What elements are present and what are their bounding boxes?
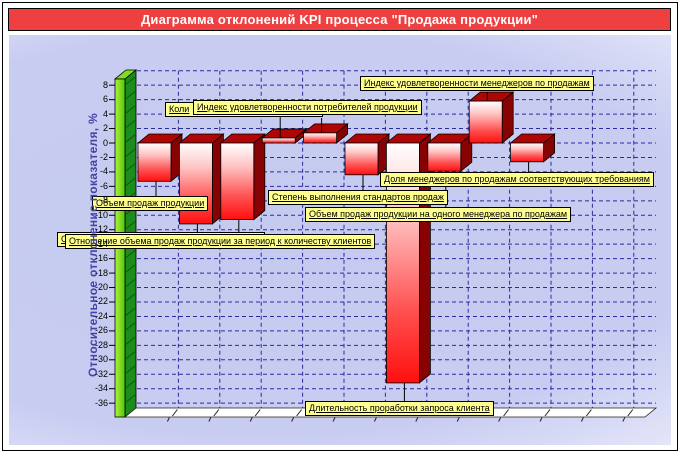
- kpi-bar[interactable]: [303, 132, 338, 144]
- x-axis-tick: [622, 417, 626, 422]
- kpi-bar[interactable]: [137, 142, 172, 182]
- kpi-callout[interactable]: Объем продаж продукции на одного менедже…: [305, 207, 572, 222]
- kpi-bar[interactable]: [427, 142, 462, 172]
- kpi-bar[interactable]: [261, 137, 296, 144]
- y-tick-label: -30: [94, 354, 108, 365]
- y-tick-label: -6: [99, 180, 108, 191]
- wall-hatch: [125, 264, 136, 273]
- kpi-bar[interactable]: [468, 100, 503, 144]
- wall-hatch: [125, 336, 136, 345]
- floor-tick: [586, 409, 592, 417]
- x-axis-tick: [498, 417, 502, 422]
- wall-hatch: [125, 105, 136, 114]
- kpi-callout[interactable]: Доля менеджеров по продажам соответствую…: [380, 172, 654, 187]
- kpi-callout[interactable]: Индекс удовлетворенности потребителей пр…: [193, 100, 422, 115]
- y-tick-label: -20: [94, 282, 108, 293]
- y-tick-label: -4: [99, 166, 108, 177]
- x-axis-tick: [332, 417, 336, 422]
- wall-hatch: [125, 250, 136, 259]
- wall-hatch: [125, 351, 136, 360]
- y-tick-label: 4: [102, 108, 108, 119]
- y-tick-label: 2: [102, 123, 108, 134]
- y-tick-label: -32: [94, 368, 108, 379]
- floor-tick: [544, 409, 551, 417]
- wall-hatch: [125, 134, 136, 143]
- wall-hatch: [125, 91, 136, 100]
- wall-hatch: [125, 380, 136, 389]
- floor-tick: [172, 409, 178, 417]
- wall-hatch: [125, 119, 136, 128]
- y-tick-label: -12: [94, 224, 108, 235]
- x-axis-tick: [456, 417, 460, 422]
- kpi-callout[interactable]: Степень выполнения стандартов продаж: [268, 190, 448, 205]
- y-tick-label: -16: [94, 253, 108, 264]
- wall-hatch: [125, 76, 136, 85]
- chart-title: Диаграмма отклонений KPI процесса "Прода…: [140, 12, 539, 27]
- y-tick-label: 0: [102, 137, 108, 148]
- kpi-callout[interactable]: Длительность проработки запроса клиента: [305, 401, 494, 416]
- y-tick-label: -14: [94, 238, 108, 249]
- wall-hatch: [125, 307, 136, 316]
- floor-tick: [213, 409, 220, 417]
- floor-tick: [627, 409, 634, 417]
- wall-hatch: [125, 322, 136, 331]
- y-tick-label: -10: [94, 209, 108, 220]
- floor-tick: [503, 409, 509, 417]
- x-axis-tick: [373, 417, 377, 422]
- y-tick-label: -18: [94, 267, 108, 278]
- y-tick-label: -22: [94, 296, 108, 307]
- kpi-bar[interactable]: [220, 142, 255, 221]
- chart-title-bar: Диаграмма отклонений KPI процесса "Прода…: [8, 8, 671, 31]
- x-axis-tick: [415, 417, 419, 422]
- wall-hatch: [125, 221, 136, 230]
- y-tick-label: -28: [94, 339, 108, 350]
- y-tick-label: -2: [99, 151, 108, 162]
- wall-hatch: [125, 365, 136, 374]
- wall-hatch: [125, 293, 136, 302]
- y-tick-label: -26: [94, 325, 108, 336]
- kpi-bar-side: [253, 133, 266, 221]
- y-tick-label: 6: [102, 94, 108, 105]
- kpi-bar[interactable]: [344, 142, 379, 176]
- kpi-callout[interactable]: Отношение объема продаж продукции за пер…: [65, 234, 376, 249]
- x-axis-tick: [166, 417, 170, 422]
- y-tick-label: -36: [94, 397, 108, 408]
- y-tick-label: -24: [94, 310, 108, 321]
- x-axis-tick: [249, 417, 253, 422]
- floor-tick: [254, 409, 261, 417]
- kpi-callout[interactable]: Объем продаж продукции: [92, 196, 209, 211]
- y-tick-label: -8: [99, 195, 108, 206]
- wall-hatch: [125, 148, 136, 157]
- y-tick-label: 8: [102, 79, 108, 90]
- kpi-bar[interactable]: [510, 142, 545, 163]
- wall-hatch: [125, 177, 136, 186]
- wall-hatch: [125, 163, 136, 172]
- x-axis-tick: [580, 417, 584, 422]
- floor-tick: [296, 409, 302, 417]
- x-axis-tick: [291, 417, 295, 422]
- wall-hatch: [125, 278, 136, 287]
- x-axis-tick: [208, 417, 212, 422]
- kpi-bar[interactable]: [178, 142, 213, 225]
- y-tick-label: -34: [94, 383, 108, 394]
- wall-hatch: [125, 394, 136, 403]
- x-axis-tick: [539, 417, 543, 422]
- kpi-callout[interactable]: Индекс удовлетворенности менеджеров по п…: [360, 76, 594, 91]
